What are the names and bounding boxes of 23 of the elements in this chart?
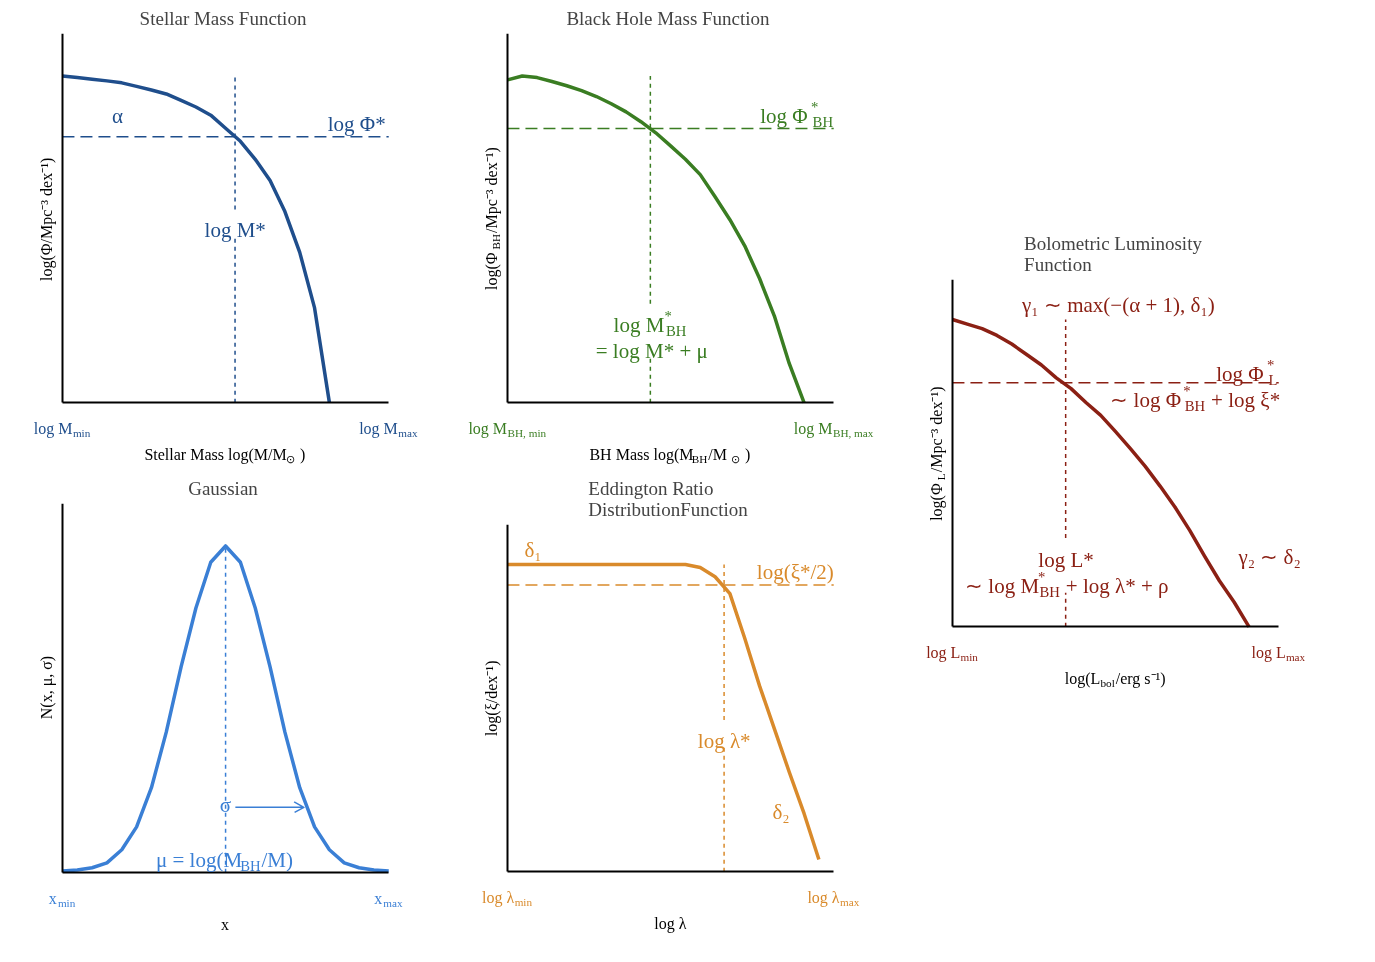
annotation: α bbox=[112, 103, 124, 128]
text: δ₁ bbox=[524, 538, 542, 563]
x-axis-title: Stellar Mass log(M/M⊙) bbox=[144, 445, 306, 465]
annotation: σ bbox=[219, 792, 232, 817]
text: γ₁ ∼ max(−(α + 1), δ₁) bbox=[1021, 293, 1215, 318]
y-axis-title: log(ΦBH/Mpc⁻³ dex⁻¹) bbox=[482, 147, 502, 290]
y-axis-title: N(x, μ, σ) bbox=[37, 655, 56, 720]
chart-title: Gaussian bbox=[188, 477, 259, 499]
annotation: γ₂ ∼ δ₂ bbox=[1237, 545, 1301, 570]
chart-title: Bolometric Luminosity Function bbox=[1024, 232, 1203, 275]
y-axis-title: log(ΦL/Mpc⁻³ dex⁻¹) bbox=[927, 386, 947, 521]
chart-title: Eddington Ratio DistributionFunction bbox=[588, 477, 749, 520]
ref-line-label: log(ξ*/2) bbox=[756, 560, 834, 585]
x-axis-title: x bbox=[220, 915, 229, 933]
annotation: log λ* bbox=[697, 728, 751, 753]
chart-title: Black Hole Mass Function bbox=[566, 7, 771, 29]
ref-line-label: log Φ* bbox=[327, 112, 386, 137]
chart-title: Stellar Mass Function bbox=[139, 7, 307, 29]
annotation: δ₂ bbox=[772, 799, 790, 824]
annotation: log M* bbox=[204, 218, 266, 243]
y-axis-title: log(ξ/dex⁻¹) bbox=[482, 660, 501, 737]
x-axis-title: log λ bbox=[654, 914, 687, 933]
y-axis-title: log(Φ/Mpc⁻³ dex⁻¹) bbox=[37, 157, 56, 281]
